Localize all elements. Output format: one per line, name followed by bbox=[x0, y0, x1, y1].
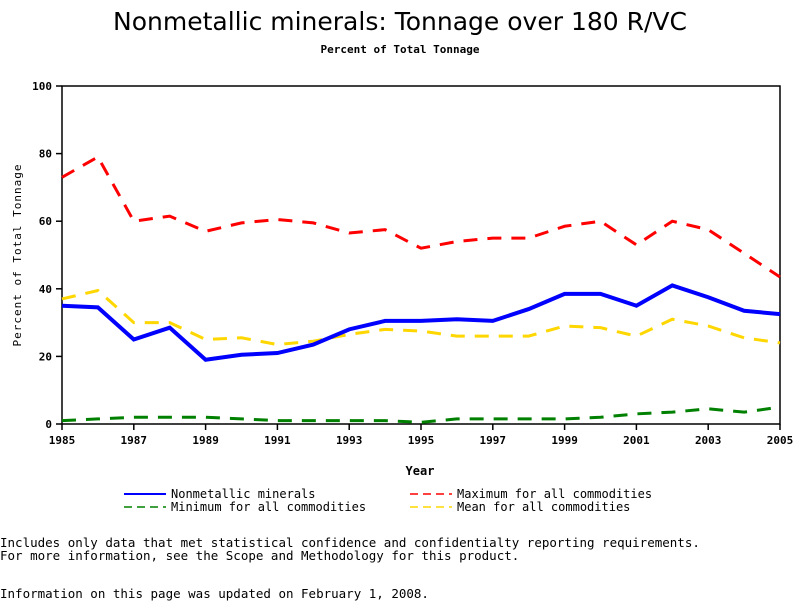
series-line-maximum-for-all-commodities bbox=[62, 157, 780, 277]
y-tick-label: 20 bbox=[39, 350, 52, 363]
y-tick-label: 40 bbox=[39, 283, 52, 296]
series-line-mean-for-all-commodities bbox=[62, 290, 780, 344]
footnote-updated: Information on this page was updated on … bbox=[0, 586, 429, 601]
x-tick-label: 1997 bbox=[480, 434, 507, 447]
x-tick-label: 2001 bbox=[623, 434, 650, 447]
series-line-minimum-for-all-commodities bbox=[62, 407, 780, 422]
x-tick-label: 2005 bbox=[767, 434, 794, 447]
x-tick-label: 1995 bbox=[408, 434, 435, 447]
y-tick-label: 0 bbox=[45, 418, 52, 431]
legend-label: Minimum for all commodities bbox=[171, 500, 366, 514]
x-tick-label: 1999 bbox=[551, 434, 578, 447]
x-tick-label: 2003 bbox=[695, 434, 722, 447]
footnote-methodology: For more information, see the Scope and … bbox=[0, 548, 519, 563]
y-axis-label: Percent of Total Tonnage bbox=[11, 164, 24, 347]
x-tick-label: 1989 bbox=[192, 434, 219, 447]
x-tick-label: 1985 bbox=[49, 434, 76, 447]
plot-frame bbox=[62, 86, 780, 424]
chart-subtitle: Percent of Total Tonnage bbox=[321, 43, 480, 56]
y-tick-label: 100 bbox=[32, 80, 52, 93]
x-axis-label: Year bbox=[406, 464, 435, 478]
y-tick-label: 80 bbox=[39, 148, 52, 161]
chart-title: Nonmetallic minerals: Tonnage over 180 R… bbox=[113, 7, 687, 36]
x-tick-label: 1987 bbox=[121, 434, 148, 447]
x-tick-label: 1993 bbox=[336, 434, 363, 447]
y-tick-label: 60 bbox=[39, 215, 52, 228]
legend-label: Mean for all commodities bbox=[457, 500, 630, 514]
legend-label: Nonmetallic minerals bbox=[171, 487, 316, 501]
legend-label: Maximum for all commodities bbox=[457, 487, 652, 501]
x-tick-label: 1991 bbox=[264, 434, 291, 447]
